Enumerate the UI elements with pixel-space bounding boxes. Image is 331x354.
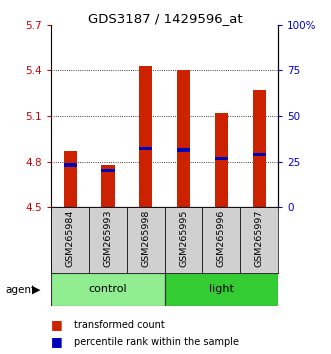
Bar xyxy=(215,157,228,160)
Text: transformed count: transformed count xyxy=(74,320,165,330)
Text: percentile rank within the sample: percentile rank within the sample xyxy=(74,337,239,347)
Bar xyxy=(165,207,203,273)
Text: GSM265993: GSM265993 xyxy=(104,210,113,267)
Bar xyxy=(89,207,127,273)
Bar xyxy=(215,113,228,207)
Bar xyxy=(177,148,190,152)
Bar xyxy=(165,273,278,306)
Bar xyxy=(203,207,240,273)
Bar xyxy=(139,66,152,207)
Bar xyxy=(64,151,77,207)
Bar xyxy=(101,165,115,207)
Text: GSM265997: GSM265997 xyxy=(255,210,264,267)
Text: GDS3187 / 1429596_at: GDS3187 / 1429596_at xyxy=(88,12,243,25)
Bar xyxy=(127,207,165,273)
Bar xyxy=(101,169,115,172)
Text: light: light xyxy=(209,284,234,295)
Text: GSM265995: GSM265995 xyxy=(179,210,188,267)
Bar xyxy=(240,207,278,273)
Text: GSM265984: GSM265984 xyxy=(66,210,75,267)
Bar xyxy=(253,90,266,207)
Bar xyxy=(139,147,152,150)
Text: GSM265996: GSM265996 xyxy=(217,210,226,267)
Text: ■: ■ xyxy=(51,319,63,331)
Bar xyxy=(177,70,190,207)
Text: control: control xyxy=(89,284,127,295)
Text: agent: agent xyxy=(5,285,35,295)
Text: ■: ■ xyxy=(51,335,63,348)
Bar xyxy=(64,164,77,167)
Bar xyxy=(51,273,165,306)
Text: ▶: ▶ xyxy=(31,285,40,295)
Bar xyxy=(253,153,266,156)
Bar xyxy=(51,207,89,273)
Text: GSM265998: GSM265998 xyxy=(141,210,150,267)
